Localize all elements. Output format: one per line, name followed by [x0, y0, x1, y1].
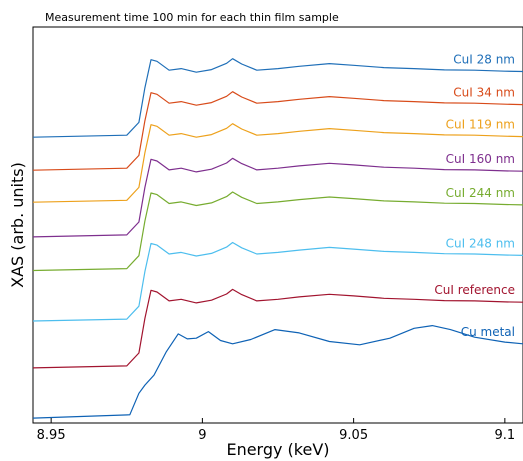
series-line-cui-28-nm — [32, 58, 523, 138]
series-label-cu-metal: Cu metal — [461, 325, 515, 339]
series-line-cui-160-nm — [32, 157, 523, 238]
series-label-cui-34-nm: CuI 34 nm — [453, 86, 515, 100]
x-tick-label: 9.05 — [339, 428, 368, 443]
series-line-cui-34-nm — [32, 91, 523, 171]
series-line-cui-119-nm — [32, 123, 523, 203]
x-axis-label: Energy (keV) — [226, 440, 329, 459]
y-axis-label: XAS (arb. units) — [8, 162, 27, 288]
series-line-cui-reference — [32, 288, 523, 369]
series-label-cui-248-nm: CuI 248 nm — [446, 236, 515, 250]
plot-frame — [32, 26, 523, 424]
x-tick-label: 8.95 — [37, 428, 66, 443]
series-line-cu-metal — [32, 325, 523, 419]
series-line-cui-244-nm — [32, 191, 523, 272]
series-line-cui-248-nm — [32, 241, 523, 322]
series-labels-group: CuI 28 nm CuI 34 nm CuI 119 nm CuI 160 nm Cu… — [434, 53, 515, 339]
curves-group — [32, 58, 523, 419]
x-tick-label: 9.1 — [495, 428, 516, 443]
series-label-cui-28-nm: CuI 28 nm — [453, 53, 515, 67]
series-label-cui-119-nm: CuI 119 nm — [446, 118, 515, 132]
series-label-cui-160-nm: CuI 160 nm — [446, 152, 515, 166]
series-label-cui-244-nm: CuI 244 nm — [446, 186, 515, 200]
x-tick-label: 9 — [198, 428, 206, 443]
series-label-cui-reference: CuI reference — [434, 283, 515, 297]
chart-title: Measurement time 100 min for each thin f… — [45, 11, 339, 24]
x-ticks-group: 8.95 9 9.05 9.1 — [37, 418, 516, 443]
